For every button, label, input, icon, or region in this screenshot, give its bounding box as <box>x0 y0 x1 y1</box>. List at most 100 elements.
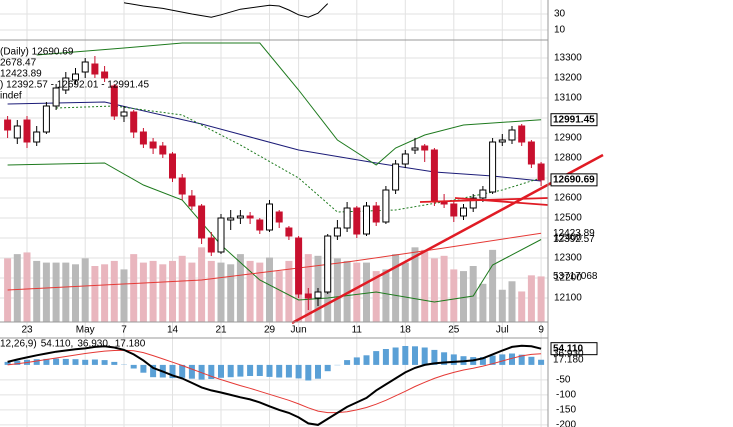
volume-bar <box>401 262 409 322</box>
macd-legend-text: 36.930, <box>77 339 110 350</box>
candle-body <box>430 149 438 203</box>
macd-histogram-bar <box>528 356 535 365</box>
value-tag: 12392.57 <box>553 234 595 245</box>
volume-bar <box>52 262 60 322</box>
x-tick-label: 9 <box>538 325 544 336</box>
volume-bar <box>343 260 351 322</box>
value-tag-box <box>550 173 598 187</box>
macd-histogram-bar <box>82 359 89 365</box>
candle-body <box>227 217 235 221</box>
candle-body <box>392 163 400 191</box>
volume-bar <box>91 266 99 322</box>
volume-bar <box>372 271 380 322</box>
macd-histogram-bar <box>421 347 428 365</box>
volume-bar <box>13 254 21 322</box>
macd-histogram-bar <box>101 360 108 365</box>
macd-signal-line <box>7 349 542 414</box>
candle-body <box>469 197 477 209</box>
volume-bar <box>169 260 176 322</box>
candle-body <box>256 219 264 231</box>
candle-body <box>159 145 167 155</box>
macd-histogram-bar <box>412 346 418 365</box>
volume-bar <box>469 266 477 322</box>
candle-body <box>401 153 409 165</box>
x-tick-label: 23 <box>21 325 33 336</box>
volume-bar <box>246 260 254 322</box>
y-tick-label: 13100 <box>554 93 582 104</box>
candle-body <box>120 111 128 117</box>
macd-histogram-bar <box>91 359 98 365</box>
value-tag: 54.110 <box>553 343 583 354</box>
candle-body <box>275 211 283 223</box>
volume-bar <box>353 262 361 322</box>
candle-body <box>285 227 293 237</box>
candle-body <box>217 217 225 253</box>
macd-histogram-bar <box>285 364 292 378</box>
y-tick-label: -100 <box>556 390 576 401</box>
macd-legend-text: 17.180 <box>115 339 146 350</box>
volume-bar <box>266 257 273 322</box>
candle-body <box>23 119 31 143</box>
candle-body <box>188 195 196 207</box>
candle-body <box>42 105 50 133</box>
macd-histogram-bar <box>402 346 409 365</box>
candle-body <box>343 207 351 229</box>
candle-body <box>246 215 254 219</box>
candle-body <box>353 207 361 235</box>
candle-body <box>382 189 390 223</box>
candle-body <box>236 215 244 219</box>
x-tick-label: 14 <box>167 325 179 336</box>
volume-bar <box>4 258 12 322</box>
candle-body <box>207 237 215 253</box>
candle-body <box>101 71 109 79</box>
candle-body <box>72 73 79 81</box>
candle-body <box>169 153 176 179</box>
macd-histogram-bar <box>179 364 186 378</box>
x-tick-label: Jul <box>496 325 509 336</box>
volume-bar <box>72 264 79 322</box>
volume-bar <box>333 258 341 322</box>
volume-bar <box>139 262 147 322</box>
volume-bar <box>33 260 41 322</box>
indicator-line <box>56 105 542 213</box>
x-tick-label: 25 <box>448 325 460 336</box>
value-tag: 36.930 <box>553 348 584 359</box>
indicator-line <box>7 232 542 291</box>
x-tick-label: Jun <box>291 325 307 336</box>
macd-histogram-bar <box>305 364 312 381</box>
volume-bar <box>188 262 196 322</box>
macd-histogram-bar <box>315 364 321 379</box>
x-tick-label: 29 <box>264 325 276 336</box>
macd-histogram-bar <box>324 364 331 372</box>
text-layer: 23 May 7 14 21 29 Jun 11 18 25 Jul 9 12100 12200 12300… <box>0 9 598 427</box>
macd-legend-text: 54.110, <box>41 339 74 350</box>
y-tick-label: 12100 <box>554 293 582 304</box>
macd-histogram-bar <box>479 357 486 365</box>
value-tag-box <box>550 342 598 356</box>
y-tick-label: -50 <box>556 375 571 386</box>
candle-body <box>198 205 206 239</box>
volume-bar <box>207 260 215 322</box>
volume-bar <box>217 262 225 322</box>
macd-histogram-bar <box>208 364 215 379</box>
macd-histogram-bar <box>53 358 60 365</box>
volume-bar <box>285 260 293 322</box>
volume-bar <box>421 249 429 322</box>
y-tick-label: 12800 <box>554 153 582 164</box>
volume-bar <box>450 269 458 322</box>
candle-body <box>33 131 41 143</box>
volume-bar <box>101 264 109 322</box>
macd-histogram-bar <box>4 361 11 365</box>
x-tick-label: May <box>76 325 95 336</box>
volume-bar <box>537 276 545 322</box>
candle-body <box>489 141 497 193</box>
candle-body <box>440 201 448 205</box>
candle-body <box>139 131 147 145</box>
legend-text: indef <box>0 91 22 102</box>
y-tick-label: 30 <box>554 9 566 20</box>
macd-histogram-bar <box>373 351 380 365</box>
macd-histogram-bar <box>33 359 40 365</box>
candle-body <box>130 111 138 133</box>
macd-histogram-bar <box>450 354 457 365</box>
macd-histogram-bar <box>518 354 525 365</box>
